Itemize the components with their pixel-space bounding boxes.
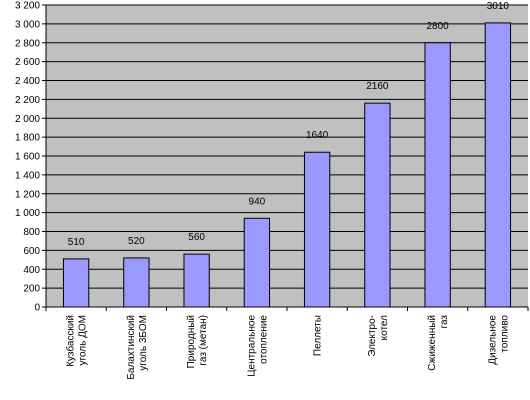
y-tick-label: 200 bbox=[23, 284, 40, 295]
y-axis-tick-labels: 0 200 400 600 800 1 000 1 200 1 400 1 600 1 800 2 … bbox=[15, 1, 40, 314]
category-label: Сжиженный газ bbox=[427, 315, 450, 371]
axes bbox=[42, 4, 529, 311]
bar bbox=[123, 257, 150, 308]
category-label-line: Природный bbox=[186, 315, 197, 368]
bar bbox=[62, 258, 90, 308]
category-label: Природный газ (метан) bbox=[186, 315, 209, 368]
category-label-line: Центральное bbox=[246, 315, 257, 377]
bar bbox=[424, 42, 451, 308]
y-tick-label: 2 200 bbox=[15, 95, 40, 106]
data-labels: 510 520 560 940 1640 2160 2800 3010 bbox=[68, 1, 510, 248]
category-label-line: топливо bbox=[499, 315, 510, 353]
bar bbox=[243, 217, 271, 308]
category-label-line: уголь ДОМ bbox=[78, 315, 89, 365]
y-tick-label: 1 400 bbox=[15, 170, 40, 181]
category-label: Кузбасский уголь ДОМ bbox=[65, 315, 89, 367]
bars bbox=[62, 22, 512, 308]
category-label-line: Электро- bbox=[367, 315, 378, 357]
category-label-line: газ (метан) bbox=[198, 315, 209, 366]
y-tick-label: 600 bbox=[23, 246, 40, 257]
y-tick-label: 800 bbox=[23, 227, 40, 238]
y-tick-label: 1 000 bbox=[15, 208, 40, 219]
y-tick-label: 2 000 bbox=[15, 114, 40, 125]
y-tick-label: 2 600 bbox=[15, 57, 40, 68]
y-tick-label: 0 bbox=[34, 303, 40, 314]
y-tick-label: 1 200 bbox=[15, 189, 40, 200]
category-label-line: Кузбасский bbox=[65, 315, 77, 367]
y-tick-label: 400 bbox=[23, 265, 40, 276]
category-label: Дизельное топливо bbox=[487, 315, 510, 365]
bar-value-label: 3010 bbox=[487, 1, 510, 12]
y-tick-label: 1 800 bbox=[15, 133, 40, 144]
x-axis-category-labels: Кузбасский уголь ДОМ Балахтинский уголь 3БО… bbox=[65, 315, 511, 380]
category-label-line: Пеллеты bbox=[313, 315, 324, 356]
bar bbox=[183, 253, 210, 308]
bar-value-label: 520 bbox=[128, 236, 145, 247]
y-tick-label: 2 400 bbox=[15, 76, 40, 87]
bar-value-label: 510 bbox=[68, 237, 85, 248]
bar bbox=[484, 22, 512, 308]
bar-value-label: 1640 bbox=[306, 130, 329, 141]
y-tick-label: 3 000 bbox=[15, 19, 40, 30]
bar bbox=[303, 151, 331, 308]
category-label-line: уголь 3БОМ bbox=[138, 315, 149, 371]
category-label-line: Балахтинский bbox=[126, 315, 137, 380]
bar-value-label: 940 bbox=[249, 196, 266, 207]
category-label-line: отопление bbox=[258, 315, 269, 364]
bar-value-label: 2160 bbox=[366, 81, 389, 92]
category-label-line: газ bbox=[439, 315, 450, 329]
bar-value-label: 560 bbox=[188, 232, 205, 243]
category-label-line: котел bbox=[379, 315, 390, 341]
category-label-line: Дизельное bbox=[487, 315, 498, 365]
y-tick-label: 2 800 bbox=[15, 38, 40, 49]
category-label: Балахтинский уголь 3БОМ bbox=[126, 315, 149, 380]
bar-value-label: 2800 bbox=[427, 21, 450, 32]
y-tick-label: 3 200 bbox=[15, 1, 40, 12]
category-label: Пеллеты bbox=[313, 315, 324, 356]
category-label-line: Сжиженный bbox=[427, 315, 438, 371]
category-label: Центральное отопление bbox=[246, 315, 269, 377]
category-label: Электро-котел bbox=[367, 315, 390, 357]
bar bbox=[364, 102, 391, 308]
y-tick-label: 1 600 bbox=[15, 152, 40, 163]
